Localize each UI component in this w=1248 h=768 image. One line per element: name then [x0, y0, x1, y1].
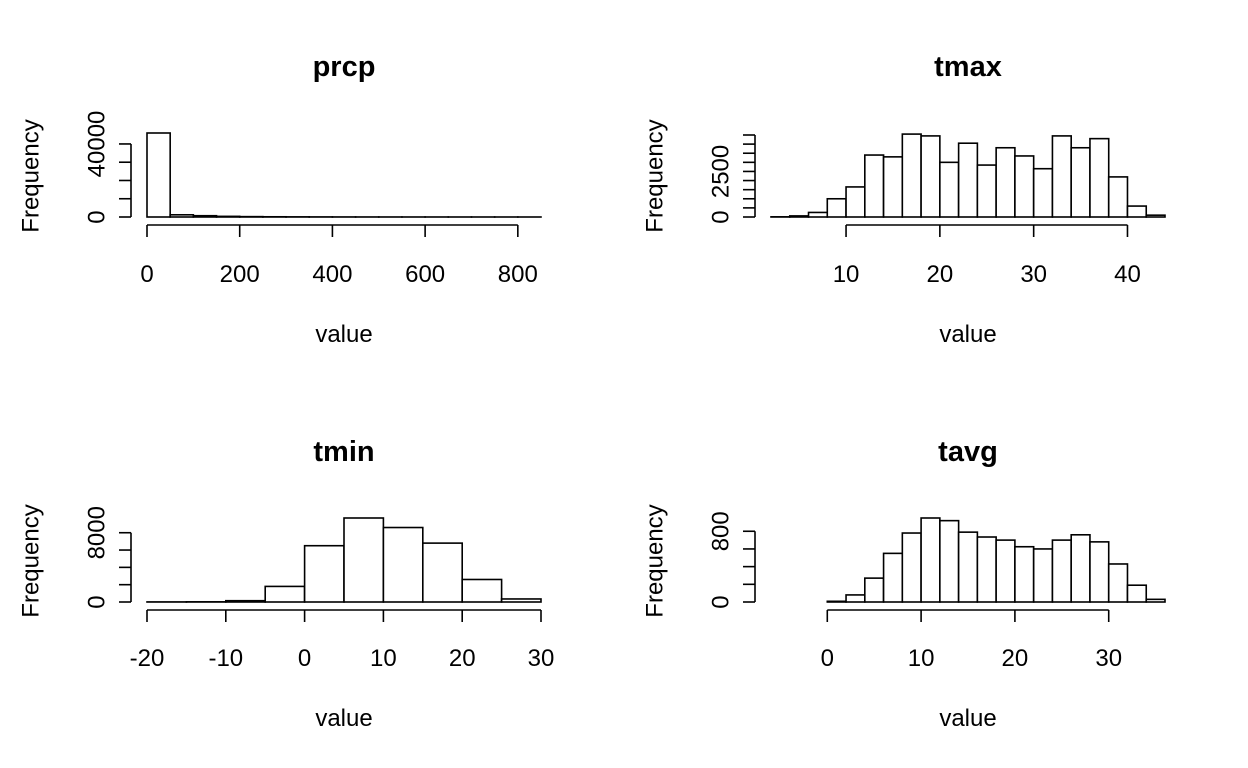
x-axis-label: value — [315, 321, 372, 348]
histogram-tavg: tavg 0 10 20 30 0 800 value Frequency — [641, 436, 1166, 732]
histogram-bar — [1014, 155, 1035, 218]
histogram-bar — [1107, 563, 1129, 603]
histogram-bar — [882, 156, 904, 218]
histogram-bar — [215, 215, 241, 218]
histogram-bar — [957, 531, 979, 603]
histogram-bar — [1107, 176, 1129, 218]
chart-title: tmin — [313, 436, 374, 468]
chart-title: tmax — [934, 51, 1002, 83]
histogram-bar — [939, 519, 960, 603]
histogram-bar — [1051, 539, 1072, 603]
y-axis-label: Frequency — [17, 504, 44, 617]
histogram-bar — [1032, 167, 1054, 218]
x-tick-label: 800 — [498, 261, 538, 288]
histogram-bar — [901, 532, 922, 603]
x-tick-label: 0 — [821, 645, 834, 672]
x-tick-label: 10 — [908, 645, 935, 672]
histogram-bar — [845, 594, 866, 603]
x-tick-label: 30 — [1020, 261, 1047, 288]
x-tick-label: 400 — [312, 261, 352, 288]
y-axis-label: Frequency — [641, 504, 668, 617]
y-tick-label: 0 — [83, 595, 110, 608]
histogram-bar — [1070, 533, 1091, 603]
histogram-bar — [461, 578, 503, 603]
histogram-bar — [146, 132, 171, 218]
histogram-bar — [421, 542, 463, 603]
histogram-bar — [920, 517, 941, 603]
x-tick-label: 10 — [370, 645, 397, 672]
histogram-bar — [995, 146, 1016, 218]
chart-title: tavg — [938, 436, 998, 468]
histogram-bar — [1126, 205, 1148, 218]
histogram-bar — [1070, 146, 1091, 218]
x-tick-label: 200 — [220, 261, 260, 288]
histogram-bar — [976, 536, 997, 603]
histogram-bar — [864, 577, 885, 603]
x-tick-label: 20 — [1002, 645, 1029, 672]
x-tick-label: 20 — [927, 261, 954, 288]
y-tick-label: 0 — [707, 210, 734, 223]
x-tick-label: 0 — [140, 261, 153, 288]
x-tick-label: -10 — [208, 645, 243, 672]
histogram-bar — [807, 211, 829, 218]
histogram-bar — [788, 215, 810, 218]
histogram-bar — [1145, 214, 1166, 218]
y-axis-label: Frequency — [641, 119, 668, 232]
histogram-bar — [882, 552, 904, 603]
x-tick-label: 600 — [405, 261, 445, 288]
y-tick-label: 0 — [707, 595, 734, 608]
histogram-bar — [1014, 545, 1035, 603]
histogram-bar — [264, 585, 306, 603]
x-tick-label: 10 — [833, 261, 860, 288]
histogram-tmin: tmin -20 -10 0 10 20 30 0 8000 value Frequency — [17, 436, 554, 732]
y-tick-label: 0 — [83, 210, 110, 223]
histogram-bar — [939, 161, 960, 218]
histogram-prcp: prcp 0 200 400 600 800 0 40000 value Frequency — [17, 51, 542, 348]
histogram-bar — [382, 526, 424, 603]
histogram-bar — [976, 164, 997, 218]
histogram-bar — [169, 214, 195, 218]
histogram-bar — [192, 214, 218, 218]
chart-title: prcp — [313, 51, 376, 83]
histogram-bar — [500, 598, 542, 603]
histogram-bar — [1032, 548, 1054, 603]
histogram-bar — [826, 197, 847, 218]
histogram-bar — [1089, 541, 1110, 603]
histogram-bar — [1051, 135, 1072, 218]
histogram-bar — [343, 517, 385, 603]
histogram-bar — [1089, 137, 1110, 218]
histogram-bar — [845, 186, 866, 218]
y-tick-label: 800 — [707, 511, 734, 551]
histogram-bar — [826, 600, 847, 603]
histogram-bar — [995, 539, 1016, 603]
x-tick-label: 30 — [528, 645, 555, 672]
histogram-bar — [957, 142, 979, 218]
histogram-bar — [901, 133, 922, 218]
y-axis-label: Frequency — [17, 119, 44, 232]
x-tick-label: -20 — [130, 645, 165, 672]
x-axis-label: value — [315, 705, 372, 732]
x-tick-label: 20 — [449, 645, 476, 672]
y-tick-label: 40000 — [83, 111, 110, 178]
histogram-bar — [864, 154, 885, 218]
histogram-bar — [1126, 584, 1148, 603]
y-tick-label: 8000 — [83, 506, 110, 559]
histogram-bar — [225, 599, 267, 603]
histogram-bar — [920, 135, 941, 218]
x-tick-label: 40 — [1114, 261, 1141, 288]
histogram-bar — [303, 544, 345, 603]
x-tick-label: 0 — [298, 645, 311, 672]
histogram-bar — [1145, 598, 1166, 603]
y-tick-label: 2500 — [707, 145, 734, 198]
x-axis-label: value — [939, 705, 996, 732]
histogram-tmax: tmax 10 20 30 40 0 2500 value Frequency — [641, 51, 1166, 348]
x-axis-label: value — [939, 321, 996, 348]
x-tick-label: 30 — [1095, 645, 1122, 672]
